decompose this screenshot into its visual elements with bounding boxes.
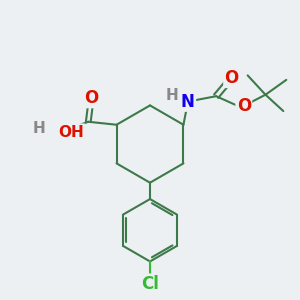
Text: OH: OH [58,125,84,140]
Text: H: H [166,88,179,103]
Text: O: O [237,97,251,115]
Text: O: O [224,69,239,87]
Text: N: N [181,93,195,111]
Text: Cl: Cl [141,275,159,293]
Text: H: H [33,121,46,136]
Text: O: O [84,89,98,107]
